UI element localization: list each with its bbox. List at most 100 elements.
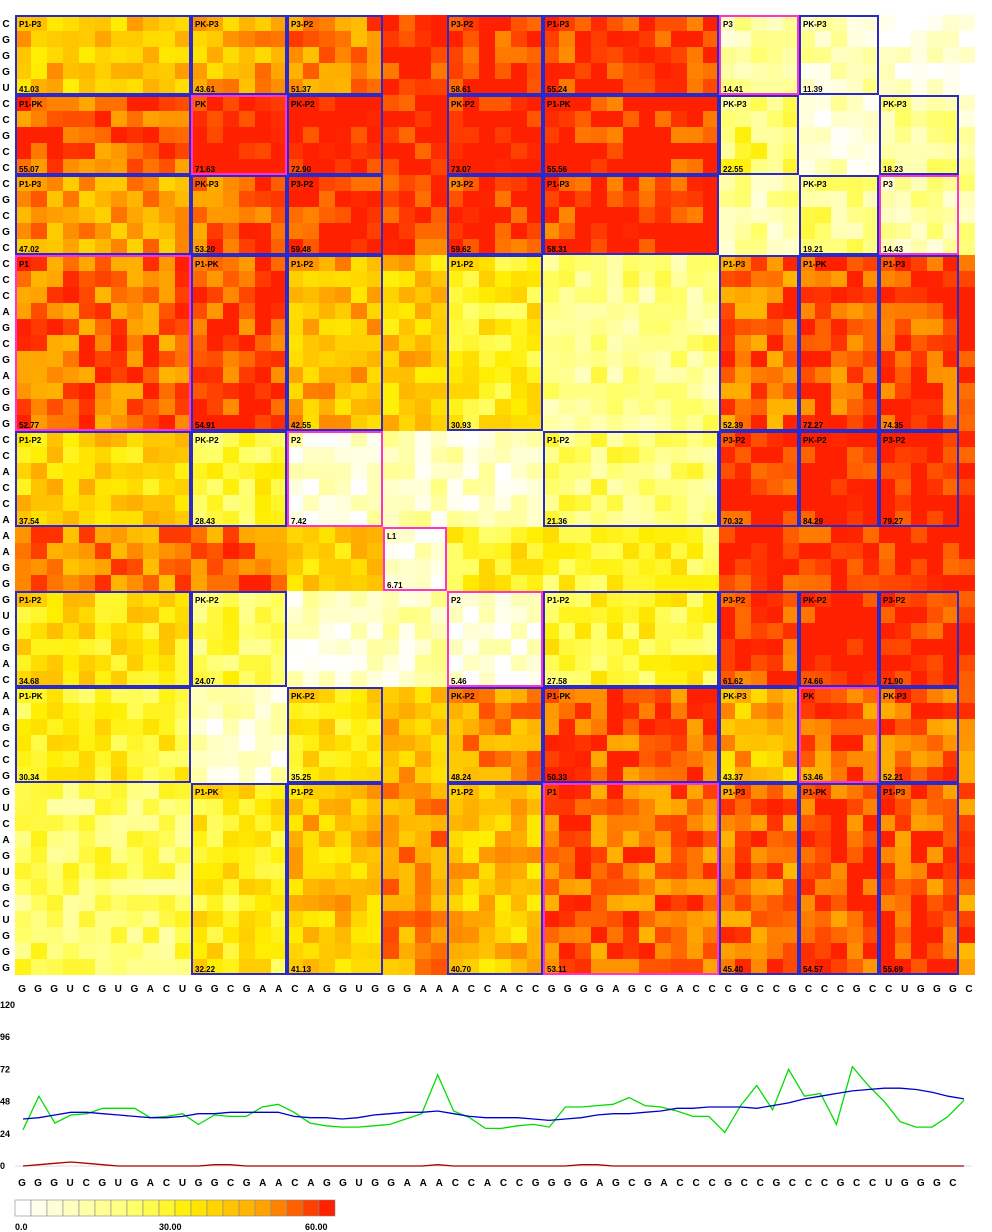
heatmap-cell	[63, 447, 79, 463]
heatmap-cell	[479, 175, 495, 191]
heatmap-cell	[671, 527, 687, 543]
heatmap-cell	[415, 799, 431, 815]
heatmap-cell	[767, 415, 783, 431]
heatmap-cell	[687, 639, 703, 655]
heatmap-cell	[271, 367, 287, 383]
row-nucleotide-label: A	[2, 707, 9, 718]
heatmap-cell	[63, 815, 79, 831]
heatmap-cell	[879, 335, 895, 351]
heatmap-cell	[831, 527, 847, 543]
heatmap-cell	[847, 639, 863, 655]
column-nucleotide-label: G	[628, 984, 636, 995]
heatmap-cell	[911, 303, 927, 319]
heatmap-cell	[863, 735, 879, 751]
heatmap-cell	[751, 671, 767, 687]
heatmap-cell	[591, 527, 607, 543]
heatmap-cell	[431, 879, 447, 895]
heatmap-cell	[815, 575, 831, 591]
heatmap-cell	[559, 703, 575, 719]
heatmap-block-border	[879, 95, 959, 175]
heatmap-cell	[831, 383, 847, 399]
heatmap-cell	[319, 943, 335, 959]
heatmap-cell	[111, 639, 127, 655]
heatmap-block-border	[799, 591, 879, 687]
heatmap-cell	[111, 511, 127, 527]
heatmap-cell	[527, 623, 543, 639]
heatmap-cell	[383, 623, 399, 639]
heatmap-cell	[239, 319, 255, 335]
heatmap-cell	[335, 111, 351, 127]
heatmap-cell	[79, 815, 95, 831]
heatmap-cell	[831, 847, 847, 863]
column-nucleotide-label: C	[709, 984, 716, 995]
heatmap-cell	[319, 687, 335, 703]
legend-swatch	[286, 1199, 304, 1217]
heatmap-cell	[655, 591, 671, 607]
heatmap-cell	[959, 367, 975, 383]
heatmap-cell	[159, 735, 175, 751]
heatmap-cell	[95, 943, 111, 959]
heatmap-cell	[431, 735, 447, 751]
heatmap-cell	[63, 143, 79, 159]
heatmap-cell	[223, 463, 239, 479]
heatmap-cell	[287, 15, 303, 31]
heatmap-cell	[879, 223, 895, 239]
heatmap-cell	[479, 495, 495, 511]
heatmap-cell	[799, 959, 815, 975]
heatmap-block-label: P3-P2	[451, 180, 474, 189]
legend-swatch	[14, 1199, 32, 1217]
heatmap-cell	[31, 591, 47, 607]
heatmap-cell	[863, 319, 879, 335]
heatmap-cell	[879, 527, 895, 543]
heatmap-cell	[671, 799, 687, 815]
heatmap-cell	[383, 559, 399, 575]
heatmap-cell	[895, 655, 911, 671]
heatmap-cell	[15, 207, 31, 223]
heatmap-cell	[959, 703, 975, 719]
heatmap-cell	[495, 191, 511, 207]
heatmap-cell	[927, 511, 943, 527]
heatmap-cell	[527, 543, 543, 559]
column-nucleotide-label: G	[660, 984, 668, 995]
heatmap-cell	[687, 415, 703, 431]
heatmap-cell	[607, 831, 623, 847]
heatmap-cell	[111, 127, 127, 143]
heatmap-cell	[447, 95, 463, 111]
heatmap-cell	[63, 351, 79, 367]
heatmap-cell	[287, 719, 303, 735]
heatmap-cell	[783, 303, 799, 319]
heatmap-cell	[255, 735, 271, 751]
heatmap-cell	[943, 911, 959, 927]
heatmap-cell	[783, 79, 799, 95]
heatmap-cell	[959, 783, 975, 799]
heatmap-cell	[15, 847, 31, 863]
heatmap-cell	[671, 607, 687, 623]
heatmap-cell	[559, 943, 575, 959]
heatmap-cell	[671, 863, 687, 879]
heatmap-cell	[95, 703, 111, 719]
heatmap-block-label: P1-P3	[547, 180, 570, 189]
row-nucleotide-label: C	[2, 819, 9, 830]
heatmap-cell	[623, 191, 639, 207]
heatmap-cell	[223, 623, 239, 639]
heatmap-cell	[303, 383, 319, 399]
heatmap-cell	[255, 527, 271, 543]
heatmap-cell	[879, 559, 895, 575]
heatmap-cell	[31, 47, 47, 63]
heatmap-cell	[783, 95, 799, 111]
heatmap-cell	[879, 591, 895, 607]
heatmap-cell	[15, 943, 31, 959]
heatmap-cell	[63, 559, 79, 575]
heatmap-cell	[607, 303, 623, 319]
heatmap-cell	[527, 351, 543, 367]
line-x-tick-label: G	[933, 1178, 941, 1189]
heatmap-cell	[79, 31, 95, 47]
heatmap-cell	[575, 95, 591, 111]
heatmap-cell	[783, 127, 799, 143]
heatmap-cell	[607, 927, 623, 943]
heatmap-cell	[431, 591, 447, 607]
heatmap-cell	[495, 383, 511, 399]
heatmap-cell	[607, 527, 623, 543]
heatmap-block-label: P1-P2	[19, 436, 42, 445]
heatmap-block-value: 43.37	[723, 773, 744, 782]
